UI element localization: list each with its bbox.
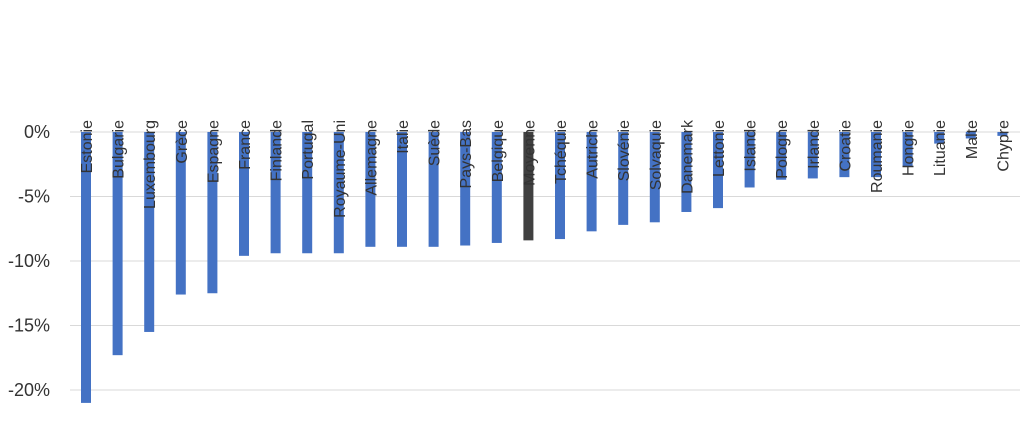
bar-hongrie [902, 132, 913, 167]
bar-lituanie [934, 132, 945, 144]
bar-autriche [586, 132, 597, 232]
category-label: Finlande [269, 120, 286, 181]
bar-france [239, 132, 249, 256]
category-label: Luxembourg [142, 120, 159, 209]
y-axis-tick-labels: 0% -5% -10% -15% -20% [8, 122, 50, 400]
bar-roumanie [871, 132, 881, 178]
category-label: Allemagne [363, 120, 380, 196]
bar-belgique [491, 132, 502, 243]
gridlines [70, 131, 1020, 391]
category-labels: Estonie Bulgarie Luxembourg Grèce Espagne Fra… [79, 119, 1012, 218]
y-tick-label: -10% [8, 251, 50, 271]
bar-slov-nie [618, 132, 629, 225]
bar-allemagne [365, 132, 376, 247]
category-label: Tchéquie [553, 120, 570, 184]
bars [81, 132, 1008, 403]
bar-portugal [302, 132, 313, 254]
category-label: Portugal [300, 120, 317, 180]
bar-chypre [997, 132, 1008, 136]
category-label: Espagne [205, 120, 222, 183]
category-label: Lettonie [711, 120, 728, 177]
category-label: Croatie [837, 120, 854, 172]
bar-malte [965, 132, 976, 139]
category-label: Grèce [174, 120, 191, 164]
bar-tch-quie [555, 132, 565, 240]
category-label: Slovénie [616, 120, 633, 181]
category-label: Lituanie [932, 120, 949, 176]
category-label: Royaume-Uni [332, 120, 349, 218]
bar-moyenne [523, 132, 534, 241]
category-label: Roumanie [869, 120, 886, 193]
bar-bulgarie [112, 132, 123, 356]
bar-su-de [428, 132, 439, 247]
category-label: Chypre [995, 120, 1012, 172]
bar-danemark [681, 132, 692, 212]
category-label: Autriche [585, 120, 602, 179]
y-tick-label: -15% [8, 316, 50, 336]
bar-lettonie [713, 132, 723, 209]
bar-royaume-uni [333, 132, 344, 254]
category-label: Solvaquie [648, 120, 665, 190]
category-label: Estonie [79, 120, 96, 173]
category-label: Suède [427, 120, 444, 166]
bar-gr-ce [175, 132, 186, 295]
y-tick-label: -5% [18, 187, 50, 207]
bar-italie [397, 132, 407, 247]
bar-irlande [807, 132, 818, 179]
bar-pologne [776, 132, 787, 180]
bar-croatie [839, 132, 850, 178]
category-label: Pays-Bas [458, 120, 475, 188]
bar-finlande [270, 132, 281, 254]
category-label: Bulgarie [111, 120, 128, 179]
category-label: Moyenne [521, 120, 538, 186]
category-label: France [237, 120, 254, 170]
category-label: Islande [743, 120, 760, 172]
y-tick-label: 0% [24, 122, 50, 142]
category-label: Belgique [490, 120, 507, 182]
bar-estonie [81, 132, 91, 403]
y-tick-label: -20% [8, 380, 50, 400]
category-label: Hongrie [901, 120, 918, 176]
category-label: Irlande [806, 120, 823, 169]
category-label: Danemark [679, 119, 696, 194]
category-label: Malte [964, 120, 981, 159]
bar-luxembourg [144, 132, 155, 332]
bar-espagne [207, 132, 218, 294]
bar-islande [744, 132, 755, 188]
bar-solvaquie [649, 132, 660, 223]
category-label: Pologne [774, 120, 791, 179]
category-label: Italie [395, 120, 412, 154]
bar-pays-bas [460, 132, 471, 246]
